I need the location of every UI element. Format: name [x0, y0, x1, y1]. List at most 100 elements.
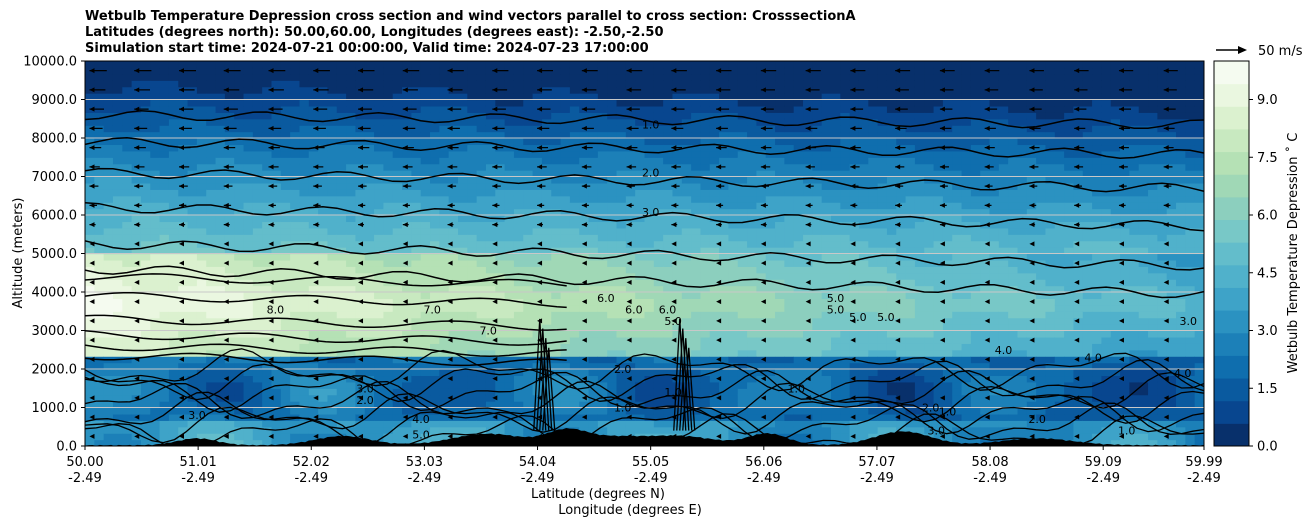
field-cell — [383, 388, 394, 396]
field-cell — [607, 240, 618, 248]
field-cell — [383, 170, 394, 178]
field-cell — [672, 118, 683, 126]
field-cell — [616, 292, 627, 300]
field-cell — [812, 150, 823, 158]
field-cell — [700, 317, 711, 325]
field-cell — [364, 221, 375, 229]
field-cell — [485, 272, 496, 280]
field-cell — [271, 195, 282, 203]
field-cell — [383, 426, 394, 434]
field-cell — [513, 253, 524, 261]
field-cell — [765, 176, 776, 184]
field-cell — [355, 285, 366, 293]
field-cell — [430, 343, 440, 351]
field-cell — [719, 170, 730, 178]
field-cell — [215, 189, 226, 197]
field-cell — [206, 208, 217, 216]
field-cell — [430, 253, 440, 261]
field-cell — [467, 362, 478, 370]
field-cell — [196, 182, 207, 190]
field-cell — [346, 182, 357, 190]
field-cell — [551, 93, 562, 101]
field-cell — [262, 375, 273, 383]
field-cell — [159, 93, 170, 101]
field-cell — [588, 112, 599, 120]
field-cell — [719, 272, 730, 280]
field-cell — [336, 202, 347, 210]
field-cell — [831, 86, 841, 94]
field-cell — [476, 394, 487, 402]
field-cell — [150, 227, 161, 235]
field-cell — [243, 266, 254, 274]
field-cell — [700, 182, 711, 190]
field-cell — [765, 311, 776, 319]
field-cell — [831, 99, 841, 107]
field-cell — [737, 61, 748, 69]
field-cell — [560, 80, 571, 88]
field-cell — [318, 176, 329, 184]
field-cell — [187, 375, 198, 383]
field-cell — [737, 330, 748, 338]
field-cell — [159, 131, 170, 139]
field-cell — [85, 93, 95, 101]
field-cell — [336, 349, 347, 357]
field-cell — [262, 433, 273, 441]
field-cell — [532, 304, 543, 312]
field-cell — [495, 176, 506, 184]
field-cell — [765, 413, 776, 421]
field-cell — [196, 221, 207, 229]
field-cell — [159, 221, 170, 229]
field-cell — [140, 369, 151, 377]
field-cell — [765, 349, 776, 357]
field-cell — [224, 324, 235, 332]
field-cell — [252, 362, 263, 370]
field-cell — [168, 240, 179, 248]
field-cell — [467, 118, 478, 126]
field-cell — [616, 259, 627, 267]
field-cell — [196, 247, 207, 255]
field-cell — [374, 215, 384, 223]
field-cell — [784, 208, 795, 216]
field-cell — [728, 311, 739, 319]
field-cell — [448, 227, 459, 235]
field-cell — [560, 61, 571, 69]
field-cell — [178, 420, 189, 428]
field-cell — [271, 407, 282, 415]
field-cell — [308, 112, 319, 120]
field-cell — [364, 195, 375, 203]
field-cell — [392, 349, 403, 357]
field-cell — [485, 330, 496, 338]
field-cell — [196, 86, 207, 94]
field-cell — [439, 61, 450, 69]
field-cell — [224, 343, 235, 351]
field-cell — [607, 67, 618, 75]
field-cell — [635, 144, 646, 152]
field-cell — [103, 99, 114, 107]
field-cell — [94, 272, 105, 280]
field-cell — [420, 182, 431, 190]
field-cell — [374, 240, 384, 248]
field-cell — [504, 150, 515, 158]
field-cell — [467, 170, 478, 178]
field-cell — [448, 324, 459, 332]
field-cell — [308, 324, 319, 332]
field-cell — [831, 208, 841, 216]
field-cell — [812, 247, 823, 255]
field-cell — [616, 208, 627, 216]
field-cell — [402, 112, 412, 120]
field-cell — [439, 202, 450, 210]
field-cell — [252, 208, 263, 216]
field-cell — [532, 176, 543, 184]
field-cell — [243, 150, 254, 158]
field-cell — [159, 86, 170, 94]
field-cell — [448, 93, 459, 101]
field-cell — [448, 362, 459, 370]
field-cell — [346, 324, 357, 332]
field-cell — [411, 61, 422, 69]
field-cell — [103, 298, 114, 306]
field-cell — [178, 215, 189, 223]
field-cell — [485, 176, 496, 184]
field-cell — [103, 61, 114, 69]
field-cell — [336, 125, 347, 133]
field-cell — [327, 118, 338, 126]
